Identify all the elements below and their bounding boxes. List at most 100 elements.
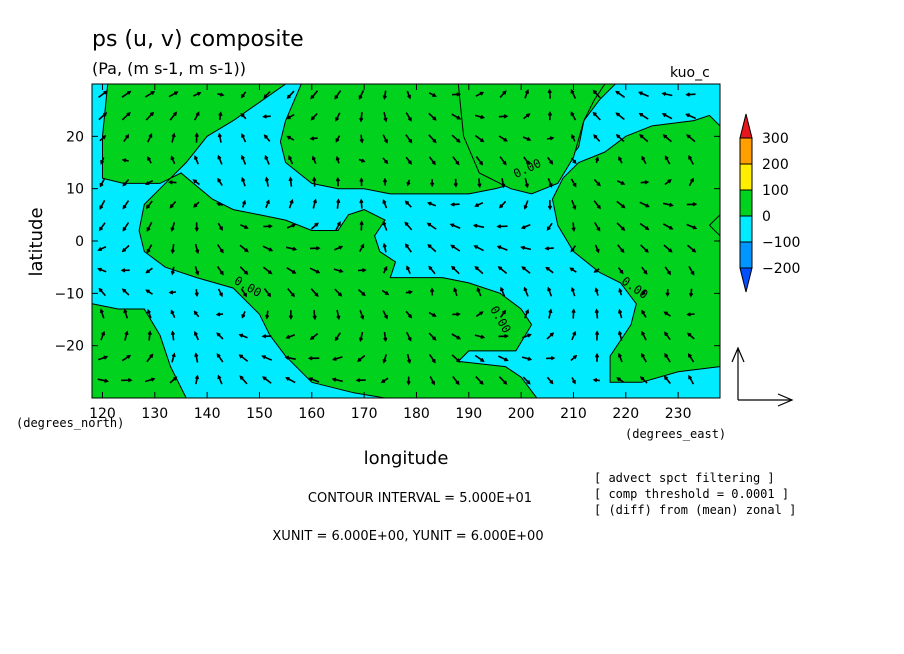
wind-vector [261, 334, 272, 339]
wind-vector [429, 376, 435, 386]
wind-vector [168, 91, 179, 98]
wind-vector [240, 288, 247, 298]
wind-vector [216, 202, 223, 207]
wind-vector [570, 178, 577, 188]
wind-vector [264, 176, 270, 187]
wind-vectors [97, 88, 698, 386]
wind-vector [216, 353, 224, 363]
wind-vector [311, 155, 317, 165]
wind-vector [638, 91, 649, 98]
wind-vector [523, 200, 529, 210]
experiment-label: kuo_c [670, 65, 710, 81]
wind-vector [308, 377, 320, 383]
wind-vector [285, 334, 296, 339]
wind-vector [476, 286, 482, 297]
x-tick-label: 150 [246, 406, 273, 422]
x-tick-label: 120 [89, 406, 116, 422]
wind-vector [335, 112, 341, 122]
wind-vector [571, 133, 576, 142]
wind-vector [334, 332, 341, 342]
wind-vector [664, 266, 672, 276]
wind-vector [286, 246, 298, 251]
wind-vector [451, 92, 462, 97]
wind-vector [217, 154, 223, 165]
wind-vector [286, 135, 295, 141]
wind-vector [144, 179, 154, 185]
wind-vector [594, 222, 601, 232]
x-tick-label: 210 [560, 406, 587, 422]
wind-vector [98, 90, 108, 99]
wind-vector [193, 310, 200, 318]
wind-vector [194, 222, 199, 233]
wind-vector [100, 330, 106, 341]
x-tick-label: 220 [612, 406, 639, 422]
wind-vector [685, 92, 696, 97]
wind-vector [334, 288, 343, 297]
wind-vector [428, 265, 436, 275]
wind-vector [523, 286, 529, 297]
wind-vector [239, 375, 248, 385]
wind-vector [404, 243, 412, 253]
wind-vector [288, 198, 294, 209]
wind-vector [263, 288, 272, 298]
wind-vector [121, 288, 130, 296]
wind-vector [451, 134, 461, 143]
colorbar-label: −100 [762, 235, 800, 251]
wind-vector [522, 376, 531, 385]
colorbar-label: 100 [762, 183, 789, 199]
wind-vector [593, 268, 600, 273]
wind-vector [170, 155, 176, 165]
wind-vector [144, 377, 156, 383]
wind-vector [359, 177, 364, 186]
wind-vector [428, 353, 436, 364]
x-tick-label: 230 [665, 406, 692, 422]
wind-vector [663, 311, 671, 317]
wind-vector [520, 245, 532, 251]
wind-vector [217, 288, 223, 298]
wind-vector [594, 308, 599, 319]
wind-vector [97, 245, 107, 251]
wind-vector [146, 221, 153, 232]
wind-vector [382, 157, 389, 165]
wind-vector [477, 178, 482, 189]
wind-vector [169, 200, 177, 209]
wind-vector [618, 287, 623, 296]
wind-vector [547, 111, 553, 121]
wind-vector [406, 376, 411, 386]
chart-title: ps (u, v) composite [92, 27, 304, 52]
wind-vector [310, 222, 319, 230]
wind-vector [286, 267, 297, 274]
wind-vector [265, 199, 270, 209]
wind-vector [239, 244, 249, 253]
wind-vector [641, 352, 647, 363]
wind-vector [451, 333, 462, 340]
wind-vector [639, 222, 650, 231]
wind-vector [428, 156, 436, 166]
wind-vector [475, 156, 484, 166]
x-tick-label: 200 [508, 406, 535, 422]
colorbar-label: 300 [762, 131, 789, 147]
positive-region [708, 214, 720, 237]
wind-vector [428, 92, 437, 97]
y-axis-label: latitude [26, 207, 47, 276]
wind-vector [524, 308, 530, 319]
wind-vector [427, 244, 437, 253]
wind-vector [169, 111, 178, 121]
x-tick-label: 180 [403, 406, 430, 422]
wind-vector [451, 354, 461, 363]
wind-vector [496, 245, 508, 251]
wind-vector [451, 113, 462, 120]
wind-vector [147, 133, 153, 143]
wind-vector [192, 179, 200, 186]
wind-vector [383, 112, 388, 123]
wind-vector [639, 376, 648, 384]
wind-vector [641, 155, 647, 165]
wind-vector [146, 353, 154, 363]
wind-vector [262, 114, 271, 119]
wind-vector [453, 287, 458, 297]
wind-vector [121, 378, 133, 383]
wind-vector [571, 377, 576, 385]
wind-vector [307, 356, 320, 361]
wind-vector [146, 200, 153, 210]
x-axis-label: longitude [364, 448, 449, 469]
